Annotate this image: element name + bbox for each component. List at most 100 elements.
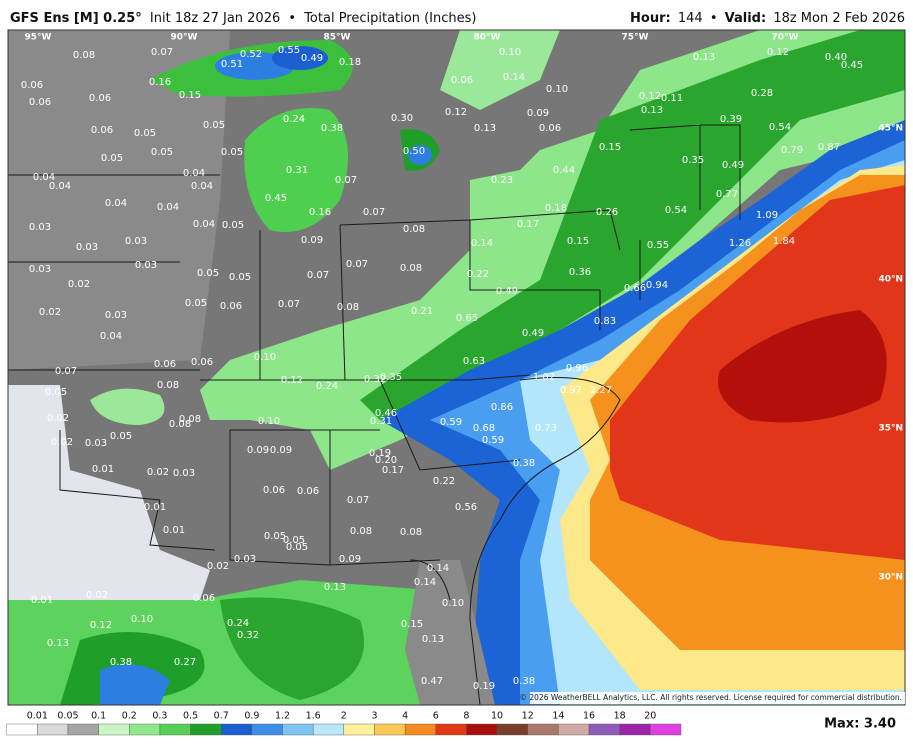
colorbar-swatch [435,723,467,736]
precip-value: 0.16 [309,207,331,218]
precip-value: 0.38 [513,676,535,687]
precip-value: 0.08 [400,527,422,538]
precip-value: 0.13 [693,52,715,63]
precip-value: 0.35 [682,155,704,166]
precip-value: 0.97 [560,385,582,396]
precip-value: 0.03 [173,468,195,479]
precip-value: 0.06 [29,97,51,108]
precip-value: 0.05 [222,220,244,231]
precip-area [90,388,165,425]
model: GFS Ens [M] 0.25° [10,11,142,26]
longitude-label: 80°W [474,33,501,43]
colorbar-label: 18 [614,711,626,722]
precip-value: 1.84 [773,236,795,247]
precip-value: 0.06 [451,75,473,86]
precip-value: 0.15 [401,619,423,630]
colorbar-label: 6 [433,711,439,722]
precip-value: 0.01 [92,464,114,475]
precip-value: 0.54 [769,122,791,133]
precip-value: 0.07 [278,299,300,310]
product: Total Precipitation (Inches) [303,11,476,26]
max-value: Max: 3.40 [824,717,896,732]
precip-value: 0.14 [471,238,493,249]
precip-value: 0.66 [624,283,646,294]
colorbar-label: 10 [491,711,503,722]
colorbar-swatch [312,723,345,736]
colorbar-label: 0.3 [152,711,167,722]
precip-area [360,30,905,420]
precip-value: 0.09 [247,445,269,456]
precip-value: 0.94 [646,280,668,291]
colorbar-label: 16 [583,711,595,722]
precip-value: 0.06 [91,125,113,136]
precip-value: 0.10 [254,352,276,363]
precip-value: 0.04 [193,219,215,230]
colorbar-swatch [466,723,498,736]
precip-value: 0.17 [517,219,539,230]
colorbar-label: 0.01 [27,711,48,722]
precip-value: 0.15 [179,90,201,101]
precip-value: 0.10 [131,614,153,625]
precip-value: 0.05 [283,535,305,546]
precip-value: 0.02 [47,413,69,424]
precip-value: 0.05 [151,147,173,158]
precip-value: 0.06 [21,80,43,91]
precip-value: 0.32 [237,630,259,641]
precip-value: 0.02 [68,279,90,290]
precip-value: 0.27 [174,657,196,668]
precip-value: 0.38 [110,657,132,668]
precip-value: 0.04 [157,202,179,213]
colorbar-label: 0.7 [214,711,229,722]
map-frame [7,29,906,706]
colorbar-swatch [588,723,620,736]
precip-value: 0.24 [316,381,338,392]
precip-value: 0.07 [335,175,357,186]
precip-value: 1.27 [590,385,612,396]
precip-value: 0.03 [105,310,127,321]
precip-value: 1.26 [729,238,751,249]
precip-value: 0.77 [716,189,738,200]
colorbar-swatch [496,723,528,736]
precip-value: 0.02 [86,590,108,601]
precip-value: 0.08 [179,414,201,425]
precip-value: 0.05 [203,120,225,131]
longitude-label: 75°W [622,33,649,43]
precip-value: 0.73 [535,423,557,434]
precip-value: 0.08 [350,526,372,537]
precip-value: 0.12 [639,91,661,102]
valid-label: Valid: [725,11,767,26]
precip-value: 0.14 [427,563,449,574]
precip-value: 0.04 [100,331,122,342]
precip-value: 0.31 [370,416,392,427]
colorbar-label: 0.2 [122,711,137,722]
colorbar-swatch [558,723,590,736]
precip-value: 0.21 [411,306,433,317]
colorbar-swatch [251,723,283,736]
colorbar-label: 0.05 [57,711,78,722]
precip-area [244,108,348,232]
precip-value: 0.86 [491,402,513,413]
precip-value: 0.22 [433,476,455,487]
precip-value: 0.07 [347,495,369,506]
colorbar-label: 0.1 [91,711,106,722]
precip-value: 0.13 [47,638,69,649]
precip-value: 0.49 [722,160,744,171]
colorbar-swatch [37,723,69,736]
precip-value: 0.07 [151,47,173,58]
precip-area [718,310,887,423]
precip-area [440,30,560,110]
longitude-label: 90°W [171,33,198,43]
precip-value: 0.11 [661,93,683,104]
colorbar-label: 0.9 [244,711,259,722]
precip-value: 0.54 [665,205,687,216]
precip-area [100,664,170,705]
precip-value: 0.08 [403,224,425,235]
hour-label: Hour: [630,11,671,26]
west-land [8,30,230,370]
precip-value: 0.03 [29,264,51,275]
header-right: Hour: 144 • Valid: 18z Mon 2 Feb 2026 [630,11,905,26]
longitude-label: 70°W [772,33,799,43]
precip-value: 0.06 [539,123,561,134]
colorbar-swatch [67,723,99,736]
